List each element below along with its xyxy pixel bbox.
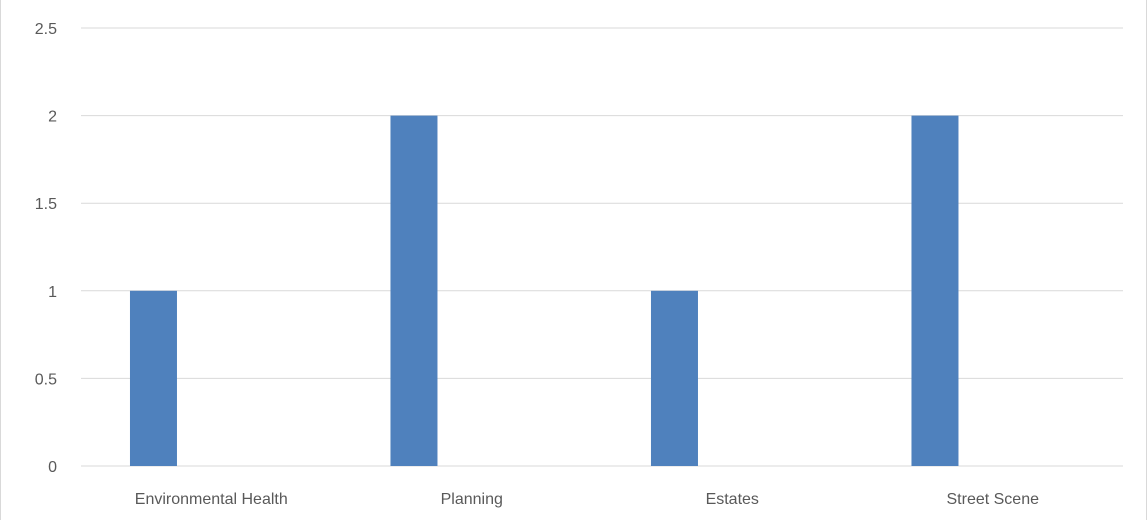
x-category-label: Planning [441, 491, 503, 508]
bar-planning [390, 115, 438, 466]
y-axis-tick-labels: 0 0.5 1 1.5 2 2.5 [35, 21, 57, 476]
gridlines [81, 27, 1123, 467]
y-tick-label: 2.5 [35, 21, 57, 38]
x-category-label: Environmental Health [135, 491, 288, 508]
y-tick-label: 2 [48, 109, 57, 126]
bars [129, 115, 959, 466]
bar-environmental-health [129, 290, 177, 466]
x-axis-category-labels: Environmental Health Planning Estates Stree… [135, 491, 1039, 508]
y-tick-label: 0.5 [35, 371, 57, 388]
x-category-label: Street Scene [947, 491, 1040, 508]
y-tick-label: 0 [48, 459, 57, 476]
x-category-label: Estates [706, 491, 759, 508]
y-tick-label: 1.5 [35, 196, 57, 213]
bar-estates [650, 290, 698, 466]
y-tick-label: 1 [48, 284, 57, 301]
bar-street-scene [911, 115, 959, 466]
